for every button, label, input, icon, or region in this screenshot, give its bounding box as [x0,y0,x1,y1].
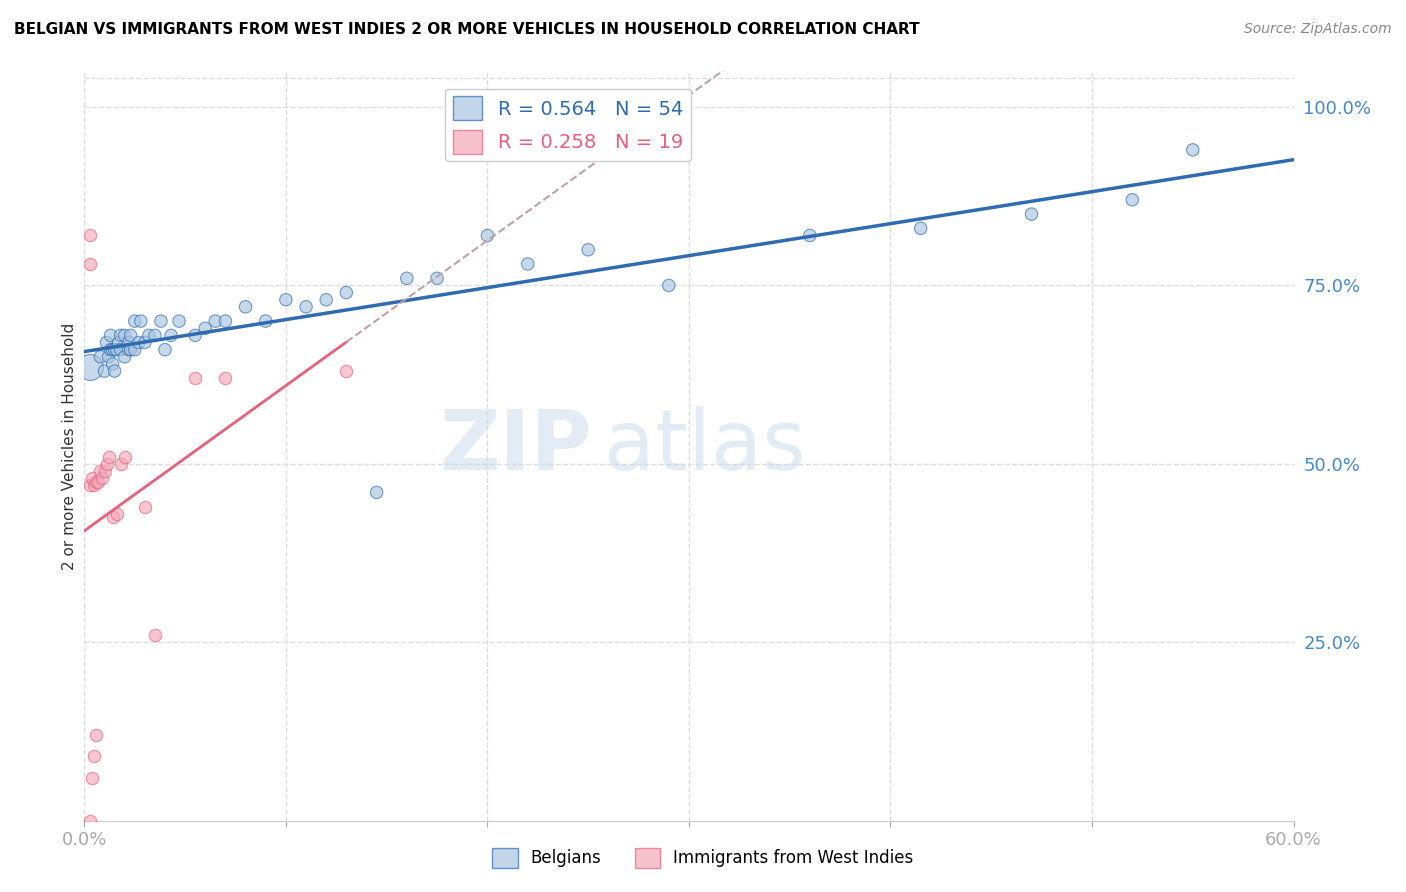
Point [426,271,449,285]
Point [129,314,152,328]
Point [799,228,821,243]
Point [93,364,115,378]
Point [118,343,141,357]
Point [79,257,101,271]
Point [1181,143,1204,157]
Point [335,285,357,300]
Point [120,343,142,357]
Point [576,243,599,257]
Point [79,360,101,375]
Point [235,300,257,314]
Point [335,364,357,378]
Point [1121,193,1143,207]
Point [254,314,277,328]
Point [516,257,538,271]
Point [101,343,124,357]
Point [100,343,122,357]
Point [79,478,101,492]
Point [214,371,236,385]
Point [184,328,207,343]
Point [134,500,156,514]
Point [91,471,114,485]
Point [79,228,101,243]
Point [143,628,166,642]
Point [114,450,136,464]
Point [105,507,128,521]
Point [97,450,120,464]
Point [184,371,207,385]
Point [204,314,226,328]
Point [118,335,141,350]
Point [128,335,150,350]
Point [315,293,337,307]
Point [105,343,128,357]
Point [89,350,111,364]
Point [477,228,499,243]
Point [110,343,132,357]
Point [143,328,166,343]
Point [83,478,105,492]
Point [295,300,318,314]
Point [83,749,105,764]
Point [138,328,160,343]
Text: ZIP: ZIP [440,406,592,486]
Point [97,350,120,364]
Point [167,314,190,328]
Point [124,314,146,328]
Point [104,343,127,357]
Text: atlas: atlas [605,406,806,486]
Point [658,278,681,293]
Point [96,335,118,350]
Point [87,475,110,489]
Point [120,328,142,343]
Point [93,464,115,478]
Point [79,814,101,828]
Point [114,350,136,364]
Point [82,771,104,785]
Point [1021,207,1043,221]
Point [910,221,932,235]
Point [86,728,108,742]
Point [101,357,124,371]
Point [194,321,217,335]
Point [114,328,136,343]
Point [110,457,132,471]
Text: Source: ZipAtlas.com: Source: ZipAtlas.com [1244,22,1392,37]
Point [395,271,418,285]
Point [107,335,129,350]
Point [110,328,132,343]
Point [101,510,124,524]
Legend: R = 0.564   N = 54, R = 0.258   N = 19: R = 0.564 N = 54, R = 0.258 N = 19 [446,88,690,161]
Point [149,314,172,328]
Point [134,335,156,350]
Y-axis label: 2 or more Vehicles in Household: 2 or more Vehicles in Household [62,322,77,570]
Legend: Belgians, Immigrants from West Indies: Belgians, Immigrants from West Indies [486,841,920,875]
Point [160,328,183,343]
Point [124,343,146,357]
Point [100,328,122,343]
Point [214,314,236,328]
Point [104,364,127,378]
Point [366,485,388,500]
Point [96,457,118,471]
Point [274,293,297,307]
Point [86,475,108,489]
Point [153,343,176,357]
Point [82,471,104,485]
Text: BELGIAN VS IMMIGRANTS FROM WEST INDIES 2 OR MORE VEHICLES IN HOUSEHOLD CORRELATI: BELGIAN VS IMMIGRANTS FROM WEST INDIES 2… [14,22,920,37]
Point [89,464,111,478]
